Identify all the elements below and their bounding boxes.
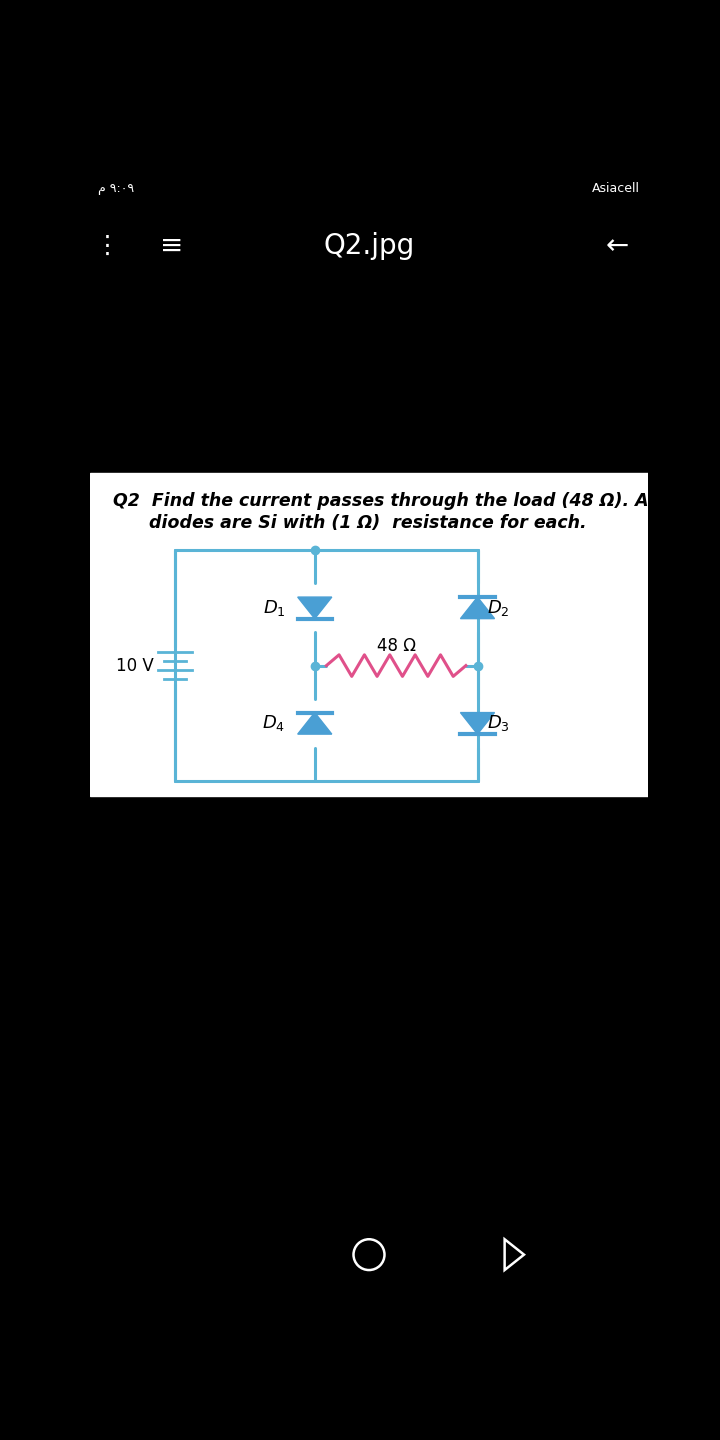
Polygon shape [297,713,332,734]
Text: ⋮: ⋮ [94,233,120,258]
Text: $D_2$: $D_2$ [487,598,510,618]
Text: diodes are Si with (1 Ω)  resistance for each.: diodes are Si with (1 Ω) resistance for … [113,514,587,531]
Text: ←: ← [606,232,629,261]
Text: Q2.jpg: Q2.jpg [323,232,415,261]
Text: $D_3$: $D_3$ [487,713,510,733]
Text: م ۹:۰۹: م ۹:۰۹ [98,181,134,194]
Polygon shape [297,598,332,619]
Text: 10 V: 10 V [116,657,154,674]
Text: Q2  Find the current passes through the load (48 Ω). Assume the: Q2 Find the current passes through the l… [113,492,720,510]
Text: ≡: ≡ [160,232,183,261]
Text: Asiacell: Asiacell [593,181,640,194]
Polygon shape [461,598,495,619]
Text: 48 Ω: 48 Ω [377,636,415,655]
Text: $D_1$: $D_1$ [263,598,285,618]
Bar [222,1244,243,1266]
Polygon shape [461,713,495,734]
Text: $D_4$: $D_4$ [262,713,285,733]
Bar [90,474,648,796]
